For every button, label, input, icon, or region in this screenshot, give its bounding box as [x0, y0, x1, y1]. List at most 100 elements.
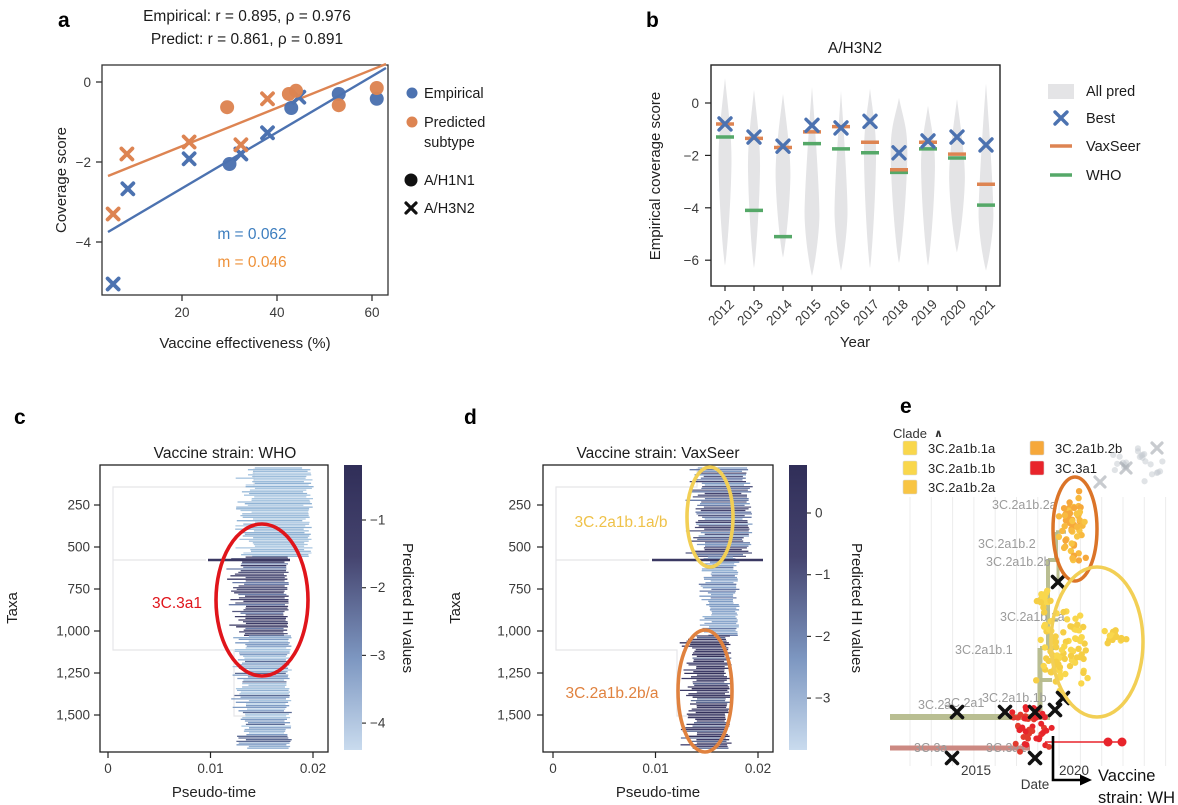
clade-annotation-2ba: 3C.2a1b.2b/a [565, 685, 658, 702]
cluster-2a1b1-arm [1101, 627, 1130, 647]
b-ytick: −6 [684, 253, 699, 268]
plot-frame [99, 464, 329, 753]
d-cbar-tick: −2 [815, 629, 830, 644]
c-xtick: 0 [104, 761, 112, 776]
c-ytick: 1,500 [56, 708, 90, 723]
clade-swatch-1a [902, 440, 918, 456]
c-ytick: 1,250 [56, 666, 90, 681]
predicted-fit [107, 62, 387, 178]
scatter-plot-a: 20 40 60 0 −2 −4 [76, 62, 389, 320]
vaccine-strain-note-line1: Vaccine [1098, 767, 1155, 785]
x-marker-icon [1027, 750, 1043, 766]
legend-who-label: WHO [1086, 168, 1121, 184]
series-empirical-h1n1 [222, 87, 384, 171]
x-marker-icon [1150, 441, 1164, 455]
a-xtick: 40 [269, 305, 284, 320]
legend-vaxseer-label: VaxSeer [1086, 139, 1141, 155]
date-tick-2020: 2020 [1059, 763, 1089, 778]
clade-swatch-3a1 [1029, 460, 1045, 476]
branch-label: 3C.2a [918, 698, 951, 712]
c-ytick: 750 [67, 582, 90, 597]
x-marker-icon [260, 125, 275, 141]
violin-plot-b: 0−2−4−6201220132014201520162017201820192… [684, 64, 1074, 328]
clade-label-1b: 3C.2a1b.1b [928, 461, 995, 476]
d-ytick: 750 [508, 582, 531, 597]
panel-c: c Vaccine strain: WHO Taxa Pseudo-time P… [4, 406, 416, 801]
x-marker-icon [1050, 574, 1066, 590]
panel-b-letter: b [646, 9, 659, 32]
branch-label: 3C.2a1 [944, 696, 984, 710]
panel-a-title-empirical: Empirical: r = 0.895, ρ = 0.976 [143, 8, 351, 25]
heatmap-band-light [235, 467, 314, 558]
c-xtick: 0.01 [197, 761, 223, 776]
legend-predicted-label-line1: Predicted [424, 115, 485, 131]
violin-2015 [804, 87, 820, 276]
branch-label: 3C.2a1b.2a [992, 498, 1057, 512]
date-axis-label: Date [1021, 777, 1050, 792]
legend-allpred-label: All pred [1086, 84, 1135, 100]
legend-allpred-swatch-icon [1048, 84, 1074, 99]
clade-annotation-1ab: 3C.2a1b.1a/b [574, 514, 667, 531]
x-marker-icon [997, 704, 1013, 720]
c-cbar-tick: −1 [370, 513, 385, 528]
x-marker-icon [1053, 110, 1069, 126]
x-marker-icon [181, 151, 197, 167]
plot-frame [101, 64, 389, 296]
clade-annotation-3c3a1: 3C.3a1 [152, 595, 202, 612]
legend-empirical-dot-icon [406, 87, 418, 99]
clade-legend-title: Clade [893, 426, 927, 441]
legend-predicted-label-line2: subtype [424, 135, 475, 151]
c-ytick: 1,000 [56, 624, 90, 639]
arrowhead-icon [1080, 774, 1092, 786]
panel-d-colorbar-label: Predicted HI values [848, 543, 865, 673]
legend-predicted-dot-icon [406, 116, 418, 128]
panel-d-title: Vaccine strain: VaxSeer [576, 445, 739, 462]
clade-label-2a: 3C.2a1b.2a [928, 480, 996, 495]
panel-a-ylabel: Coverage score [53, 127, 70, 233]
highlight-ellipse [676, 628, 734, 754]
clade-swatch-2a [902, 479, 918, 495]
panel-a: a Empirical: r = 0.895, ρ = 0.976 Predic… [53, 8, 485, 352]
x-marker-icon [105, 206, 121, 222]
panel-c-letter: c [14, 406, 26, 429]
x-marker-icon [1027, 704, 1043, 720]
heatmap-tree-d: 0 0.01 0.02 250 500 750 1,000 1,250 1,500 0 −1 −2 −3 [497, 464, 830, 776]
cluster-2a1b2 [1055, 488, 1090, 564]
branch-label: 3C.2a1b.2b [986, 555, 1051, 569]
plot-frame [710, 64, 1001, 287]
panel-c-colorbar-label: Predicted HI values [399, 543, 416, 673]
x-marker-icon [746, 129, 762, 145]
a-ytick: −2 [76, 155, 91, 170]
slope-label-predicted: m = 0.046 [217, 254, 286, 271]
series-best [717, 113, 994, 161]
panel-a-xlabel: Vaccine effectiveness (%) [159, 335, 330, 352]
x-marker-icon [260, 91, 275, 107]
x-marker-icon [233, 137, 249, 153]
violin-2020 [949, 99, 965, 253]
x-marker-icon [1055, 690, 1071, 706]
x-marker-icon [717, 116, 733, 132]
heatmap-band-dark [226, 556, 289, 636]
d-ytick: 1,250 [497, 666, 531, 681]
slope-label-empirical: m = 0.062 [217, 226, 286, 243]
plot-frame [542, 464, 774, 753]
x-marker-icon [944, 750, 960, 766]
a-xtick: 20 [174, 305, 189, 320]
chevron-up-icon: ∧ [934, 428, 943, 440]
panel-c-ylabel: Taxa [4, 592, 21, 624]
legend-h1n1-label: A/H1N1 [424, 173, 475, 189]
c-ytick: 250 [67, 498, 90, 513]
panel-b-ylabel: Empirical coverage score [647, 92, 664, 260]
series-predicted-h3n2 [105, 91, 275, 222]
violin-2016 [834, 91, 848, 271]
panel-d-xlabel: Pseudo-time [616, 784, 700, 801]
c-cbar-tick: −2 [370, 580, 385, 595]
cluster-3a1 [1009, 704, 1055, 755]
legend-empirical-label: Empirical [424, 86, 484, 102]
panel-a-legend: Empirical Predicted subtype A/H1N1 A/H3N… [404, 86, 485, 217]
x-marker-icon [1119, 461, 1133, 475]
d-cbar-tick: 0 [815, 506, 823, 521]
branch-label: 3C.3a [914, 741, 947, 755]
